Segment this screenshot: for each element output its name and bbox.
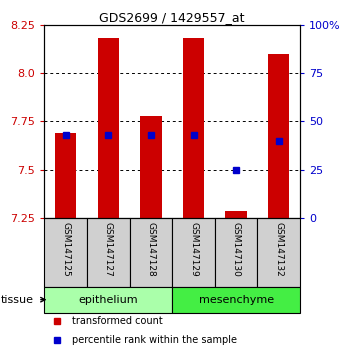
Text: GSM147125: GSM147125 xyxy=(61,222,70,276)
Bar xyxy=(215,218,257,287)
Text: percentile rank within the sample: percentile rank within the sample xyxy=(73,335,237,345)
Text: GSM147127: GSM147127 xyxy=(104,222,113,276)
Bar xyxy=(130,218,172,287)
Bar xyxy=(44,287,172,313)
Text: transformed count: transformed count xyxy=(73,316,163,326)
Bar xyxy=(98,38,119,218)
Bar xyxy=(44,218,87,287)
Text: GSM147130: GSM147130 xyxy=(232,222,241,276)
Text: GSM147129: GSM147129 xyxy=(189,222,198,276)
Text: epithelium: epithelium xyxy=(78,295,138,305)
Bar xyxy=(183,38,204,218)
Text: mesenchyme: mesenchyme xyxy=(198,295,274,305)
Bar xyxy=(172,218,215,287)
Bar xyxy=(172,287,300,313)
Title: GDS2699 / 1429557_at: GDS2699 / 1429557_at xyxy=(100,11,245,24)
Text: GSM147128: GSM147128 xyxy=(146,222,155,276)
Bar xyxy=(268,54,290,218)
Bar xyxy=(140,116,162,218)
Bar xyxy=(55,133,76,218)
Bar xyxy=(257,218,300,287)
Bar xyxy=(225,211,247,218)
Bar xyxy=(87,218,130,287)
Text: GSM147132: GSM147132 xyxy=(274,222,283,276)
Text: tissue: tissue xyxy=(1,295,34,305)
